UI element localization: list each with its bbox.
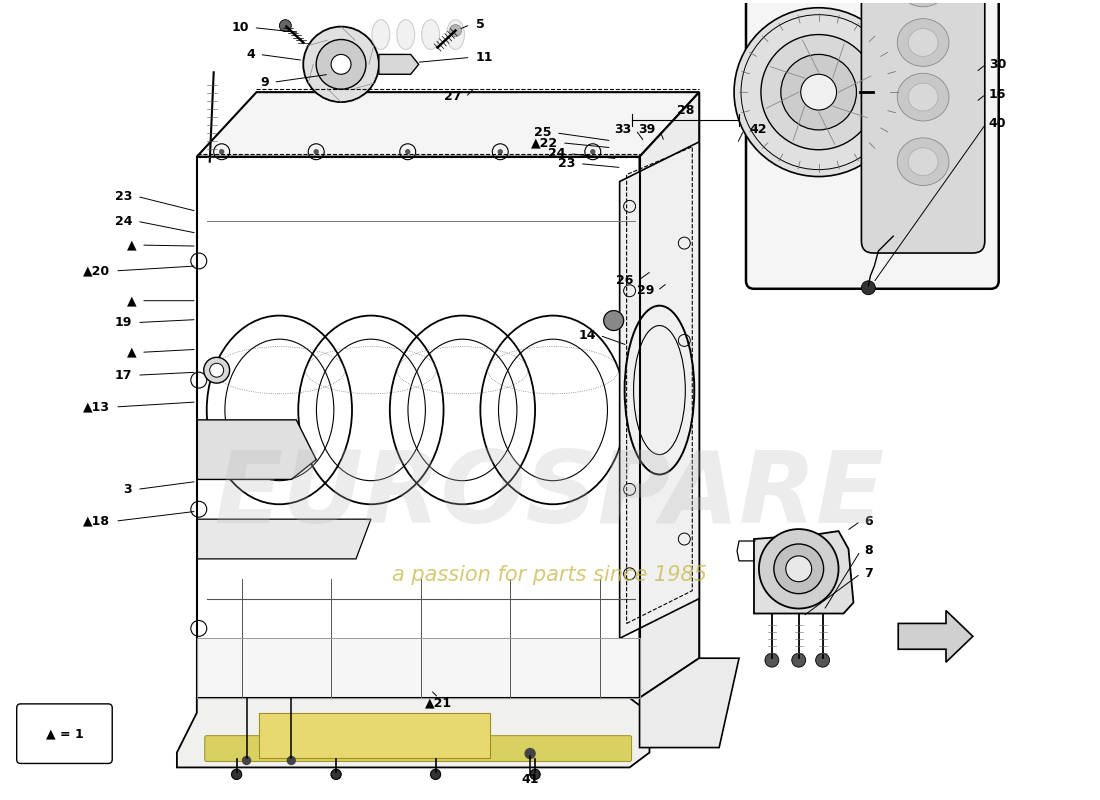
- Text: 8: 8: [865, 545, 873, 558]
- Text: ▲: ▲: [126, 238, 136, 251]
- Circle shape: [316, 39, 366, 89]
- Text: 25: 25: [535, 126, 552, 139]
- Circle shape: [304, 26, 378, 102]
- Circle shape: [315, 150, 318, 154]
- Ellipse shape: [397, 20, 415, 50]
- Circle shape: [591, 150, 595, 154]
- Text: 42: 42: [749, 123, 767, 136]
- Text: 29: 29: [637, 284, 654, 298]
- Circle shape: [430, 770, 441, 779]
- Text: ▲ = 1: ▲ = 1: [45, 727, 84, 740]
- Circle shape: [406, 150, 409, 154]
- Text: 40: 40: [989, 118, 1006, 130]
- Polygon shape: [197, 519, 371, 559]
- Text: 4: 4: [246, 48, 255, 61]
- Circle shape: [525, 749, 535, 758]
- Text: 23: 23: [559, 157, 576, 170]
- Text: 9: 9: [261, 76, 270, 89]
- Ellipse shape: [372, 20, 389, 50]
- Circle shape: [785, 556, 812, 582]
- Polygon shape: [378, 54, 419, 74]
- Text: ▲13: ▲13: [84, 401, 110, 414]
- Polygon shape: [260, 713, 491, 758]
- Polygon shape: [197, 92, 700, 157]
- Text: 16: 16: [989, 88, 1006, 101]
- Text: 24: 24: [549, 147, 565, 160]
- Circle shape: [530, 770, 540, 779]
- Circle shape: [220, 150, 223, 154]
- Text: 28: 28: [676, 103, 694, 117]
- Text: 24: 24: [114, 214, 132, 228]
- Circle shape: [861, 281, 876, 294]
- Polygon shape: [639, 92, 700, 698]
- Text: 41: 41: [521, 773, 539, 786]
- Polygon shape: [754, 531, 854, 614]
- Text: ▲20: ▲20: [84, 265, 110, 278]
- Circle shape: [450, 25, 461, 37]
- Polygon shape: [197, 420, 316, 479]
- Circle shape: [331, 770, 341, 779]
- Text: 10: 10: [232, 21, 250, 34]
- Text: EUROSPARE: EUROSPARE: [214, 447, 886, 544]
- Circle shape: [816, 654, 829, 667]
- Circle shape: [232, 770, 242, 779]
- Circle shape: [210, 363, 223, 377]
- FancyBboxPatch shape: [746, 0, 999, 289]
- Text: a passion for parts since 1985: a passion for parts since 1985: [393, 565, 707, 585]
- Text: 3: 3: [123, 483, 132, 496]
- Circle shape: [764, 654, 779, 667]
- Circle shape: [734, 8, 903, 177]
- Text: ▲22: ▲22: [531, 136, 558, 150]
- Text: 33: 33: [614, 123, 631, 136]
- Text: ▲21: ▲21: [425, 696, 452, 710]
- Ellipse shape: [909, 148, 938, 175]
- Text: ▲: ▲: [126, 294, 136, 307]
- Polygon shape: [197, 638, 639, 698]
- Ellipse shape: [909, 83, 938, 111]
- Circle shape: [759, 529, 838, 609]
- Text: 14: 14: [579, 329, 596, 342]
- Text: 26: 26: [616, 274, 634, 287]
- Circle shape: [204, 358, 230, 383]
- Text: ▲18: ▲18: [84, 514, 110, 528]
- Polygon shape: [639, 658, 739, 747]
- Circle shape: [279, 20, 292, 31]
- Ellipse shape: [898, 18, 949, 66]
- Ellipse shape: [421, 20, 440, 50]
- Polygon shape: [177, 698, 649, 767]
- Circle shape: [331, 54, 351, 74]
- FancyBboxPatch shape: [205, 736, 631, 762]
- Text: 39: 39: [638, 123, 656, 136]
- FancyBboxPatch shape: [861, 0, 984, 253]
- Text: ▲: ▲: [126, 346, 136, 359]
- FancyBboxPatch shape: [16, 704, 112, 763]
- Text: 27: 27: [444, 90, 461, 102]
- Text: 19: 19: [114, 316, 132, 329]
- Text: 7: 7: [865, 567, 873, 580]
- Polygon shape: [899, 610, 972, 662]
- Ellipse shape: [898, 138, 949, 186]
- Text: 30: 30: [989, 58, 1006, 71]
- Circle shape: [781, 54, 857, 130]
- Text: 17: 17: [114, 369, 132, 382]
- Text: 6: 6: [865, 514, 873, 528]
- Circle shape: [604, 310, 624, 330]
- Circle shape: [498, 150, 503, 154]
- Circle shape: [801, 74, 836, 110]
- Ellipse shape: [447, 20, 464, 50]
- Circle shape: [243, 757, 251, 765]
- Text: 23: 23: [114, 190, 132, 203]
- Circle shape: [287, 757, 295, 765]
- Polygon shape: [619, 142, 700, 638]
- Text: 5: 5: [476, 18, 485, 31]
- Circle shape: [792, 654, 805, 667]
- Ellipse shape: [898, 0, 949, 6]
- Ellipse shape: [898, 74, 949, 121]
- Circle shape: [761, 34, 877, 150]
- Ellipse shape: [909, 29, 938, 57]
- Circle shape: [774, 544, 824, 594]
- Text: 11: 11: [475, 51, 493, 64]
